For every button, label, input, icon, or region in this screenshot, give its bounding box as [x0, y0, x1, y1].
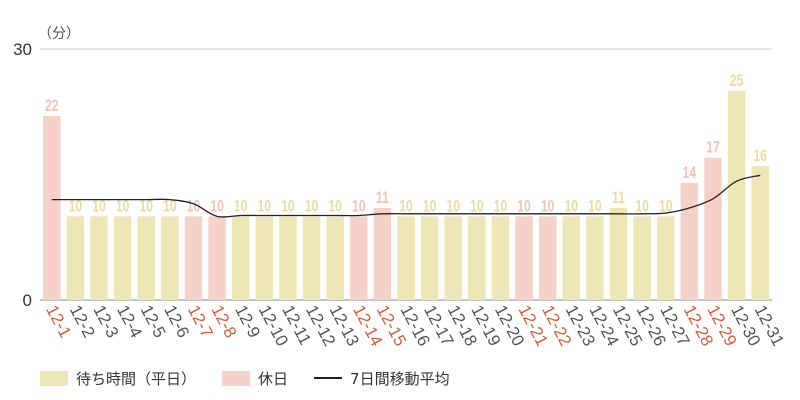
- bar: [137, 216, 156, 300]
- bar: [231, 216, 250, 300]
- bar-value-label: 16: [753, 147, 767, 165]
- bar-value-label: 10: [92, 198, 106, 216]
- bar: [491, 216, 510, 300]
- bar: [113, 216, 132, 300]
- legend-label-ma: 7日間移動平均: [350, 369, 450, 388]
- bar: [727, 90, 746, 300]
- bar-value-label: 10: [423, 198, 437, 216]
- bar: [704, 157, 722, 300]
- bar-value-label: 10: [69, 198, 83, 216]
- bar-value-label: 10: [139, 198, 153, 216]
- bar: [161, 216, 179, 300]
- bar: [680, 182, 699, 300]
- bar-value-label: 10: [258, 198, 272, 216]
- bar: [373, 207, 392, 300]
- bar-value-label: 14: [683, 164, 697, 182]
- bar: [90, 216, 108, 300]
- bar-value-label: 10: [328, 198, 342, 216]
- bar-value-label: 10: [517, 198, 531, 216]
- bar-value-label: 10: [541, 198, 555, 216]
- bar: [633, 216, 651, 300]
- bar: [350, 216, 368, 300]
- y-tick-label: 30: [13, 40, 32, 59]
- bar-value-label: 10: [635, 198, 649, 216]
- legend-label-weekday: 待ち時間（平日）: [76, 369, 197, 388]
- bar: [326, 216, 344, 300]
- legend-swatch-weekday: [40, 370, 68, 386]
- bars: [43, 90, 769, 300]
- bar: [468, 216, 486, 300]
- bar-value-label: 10: [234, 198, 248, 216]
- bar: [656, 216, 675, 300]
- bar-value-label: 10: [116, 198, 130, 216]
- bar: [43, 115, 61, 300]
- legend-swatch-ma: [314, 377, 343, 379]
- legend-item-ma: 7日間移動平均: [314, 368, 450, 389]
- bar-value-label: 10: [163, 198, 177, 216]
- bar-value-label: 10: [470, 198, 484, 216]
- bar: [609, 207, 628, 300]
- bar: [397, 216, 415, 300]
- bar-value-label: 11: [376, 189, 389, 207]
- legend-label-holiday: 休日: [258, 369, 289, 388]
- bar-chart: （分） 0 30 22 10 10 10 10 10 10 10 10 10 10 10 10 10 11 10…: [13, 26, 788, 349]
- bar: [255, 216, 274, 300]
- bar: [66, 216, 85, 300]
- bar: [562, 216, 581, 300]
- bar-value-label: 17: [706, 139, 720, 157]
- bar: [515, 216, 533, 300]
- bar-value-label: 10: [564, 198, 578, 216]
- bar-value-label: 10: [352, 198, 366, 216]
- bar: [302, 216, 321, 300]
- bar-value-label: 10: [210, 198, 224, 216]
- bar: [751, 166, 769, 300]
- bar-value-label: 10: [659, 198, 673, 216]
- bar: [279, 216, 297, 300]
- legend-swatch-holiday: [222, 370, 251, 386]
- moving-average-path: [51, 174, 761, 218]
- moving-average-line: [51, 174, 761, 218]
- bar: [444, 216, 462, 300]
- bar: [208, 216, 226, 300]
- bar-value-label: 10: [281, 198, 295, 216]
- bar-value-labels: 22 10 10 10 10 10 10 10 10 10 10 10 10 10 11 10 10 10 10 10…: [45, 72, 767, 216]
- bar-value-label: 10: [399, 198, 413, 216]
- bar-value-label: 11: [612, 189, 625, 207]
- x-tick-labels: 12-112-212-312-412-512-612-712-812-912-1…: [42, 302, 788, 349]
- bar-value-label: 10: [494, 198, 508, 216]
- legend: 待ち時間（平日） 休日 7日間移動平均: [40, 366, 476, 390]
- bar-value-label: 25: [730, 72, 744, 90]
- legend-item-holiday: 休日: [222, 368, 288, 389]
- bar: [586, 216, 604, 300]
- y-tick-labels: 0 30: [13, 40, 32, 310]
- bar-value-label: 10: [588, 198, 602, 216]
- y-unit-label: （分）: [38, 26, 80, 42]
- bar: [420, 216, 439, 300]
- bar-value-label: 10: [446, 198, 460, 216]
- bar: [184, 216, 203, 300]
- bar-value-label: 22: [45, 97, 59, 115]
- bar: [538, 216, 557, 300]
- y-tick-label: 0: [23, 291, 32, 310]
- legend-item-weekday: 待ち時間（平日）: [40, 368, 196, 389]
- bar-value-label: 10: [305, 198, 319, 216]
